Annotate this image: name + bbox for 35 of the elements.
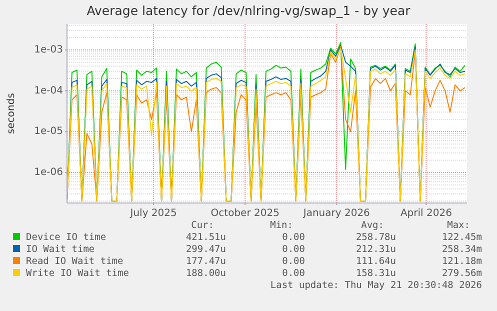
text: 122.45m [442, 232, 482, 243]
text: 279.56m [442, 268, 482, 279]
text: 158.31u [356, 268, 396, 279]
y-tick-label: 1e-04 [34, 85, 63, 96]
text: 421.51u [186, 232, 226, 243]
text: 111.64u [356, 256, 396, 267]
x-tick-label: January 2026 [302, 208, 370, 219]
text: 0.00 [282, 268, 306, 279]
text: 258.34m [442, 244, 482, 255]
text: Cur: [191, 220, 214, 231]
text: 177.47u [186, 256, 226, 267]
text: 0.00 [282, 244, 306, 255]
legend-label: Device IO time [26, 232, 106, 243]
text: 299.47u [186, 244, 226, 255]
y-tick-label: 1e-06 [34, 167, 63, 178]
text: Max: [447, 220, 470, 231]
text: Avg: [361, 220, 384, 231]
text: 188.00u [186, 268, 226, 279]
text: 0.00 [282, 232, 306, 243]
x-tick-label: October 2025 [210, 208, 280, 219]
y-tick-label: 1e-05 [34, 126, 63, 138]
x-tick-label: July 2025 [129, 208, 177, 219]
x-tick-label: April 2026 [400, 208, 452, 219]
y-axis-title: seconds [6, 93, 17, 134]
text: 258.78u [356, 232, 396, 243]
text: 0.00 [282, 256, 306, 267]
legend-label: IO Wait time [26, 244, 95, 255]
text: Min: [270, 220, 293, 231]
text: Last update: Thu May 21 20:30:48 2026 [270, 280, 482, 291]
text: 121.18m [442, 256, 482, 267]
text: 212.31u [356, 244, 396, 255]
chart-title: Average latency for /dev/nlring-vg/swap_1 - by year [86, 3, 412, 18]
y-tick-label: 1e-03 [34, 44, 63, 56]
legend-label: Read IO Wait time [26, 256, 124, 267]
legend-label: Write IO Wait time [26, 268, 130, 279]
